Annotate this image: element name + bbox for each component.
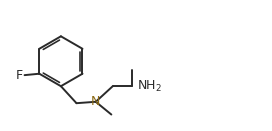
- Text: NH$_2$: NH$_2$: [137, 79, 162, 94]
- Text: N: N: [91, 95, 100, 108]
- Text: F: F: [16, 69, 23, 82]
